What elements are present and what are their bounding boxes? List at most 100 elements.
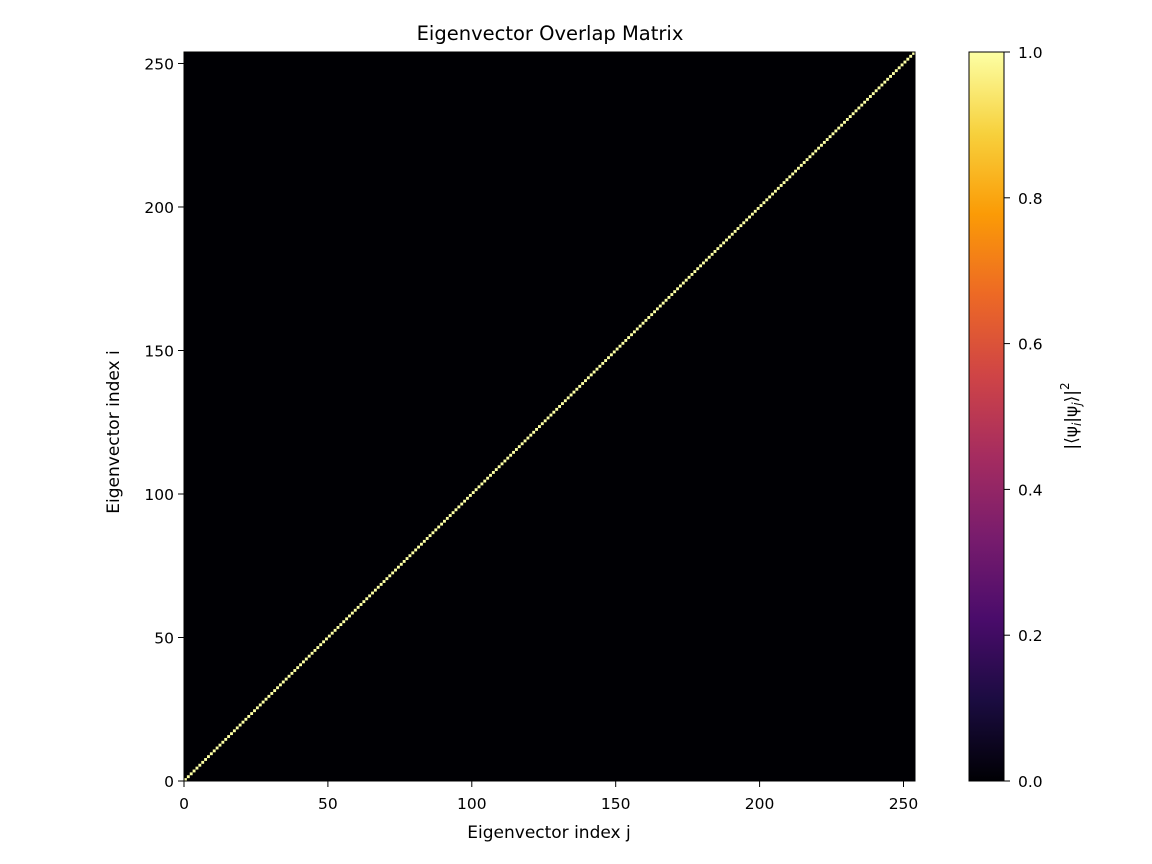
diagonal-cell <box>707 255 711 259</box>
diagonal-cell <box>866 97 869 101</box>
diagonal-cell <box>785 178 789 182</box>
diagonal-cell <box>532 430 536 434</box>
diagonal-cell <box>402 560 406 563</box>
diagonal-cell <box>313 648 317 652</box>
colorbar-label-part: |ψ <box>1062 406 1082 423</box>
diagonal-cell <box>566 396 570 400</box>
diagonal-cell <box>912 52 915 55</box>
diagonal-cell <box>684 278 688 282</box>
diagonal-cell <box>302 660 305 664</box>
diagonal-cell <box>713 250 717 253</box>
diagonal-cell <box>330 631 334 635</box>
diagonal-cell <box>857 106 861 110</box>
diagonal-cell <box>500 462 504 466</box>
diagonal-cell <box>468 493 472 497</box>
diagonal-cell <box>477 485 481 489</box>
diagonal-cell <box>290 671 294 675</box>
diagonal-cell <box>359 603 363 606</box>
diagonal-cell <box>834 129 838 133</box>
diagonal-cell <box>339 623 343 627</box>
diagonal-cell <box>394 568 397 572</box>
diagonal-cell <box>725 238 728 242</box>
diagonal-cell <box>903 60 907 64</box>
diagonal-cell <box>463 499 467 503</box>
diagonal-cell <box>653 310 656 314</box>
chart-title: Eigenvector Overlap Matrix <box>417 22 684 45</box>
diagonal-cell <box>267 694 271 698</box>
diagonal-cell <box>388 574 392 578</box>
colorbar-tick-label: 0.4 <box>1018 481 1043 499</box>
diagonal-cell <box>750 212 754 216</box>
diagonal-cell <box>837 126 841 130</box>
diagonal-cell <box>670 293 674 296</box>
diagonal-cell <box>382 580 386 583</box>
diagonal-cell <box>204 758 208 761</box>
diagonal-cell <box>189 772 193 776</box>
diagonal-cell <box>799 163 803 167</box>
plot-frame <box>183 51 916 782</box>
colorbar-label-sub-j: j <box>1070 402 1084 408</box>
colorbar-label-part: |⟨ψ <box>1062 426 1082 450</box>
diagonal-cell <box>650 313 654 317</box>
diagonal-cell <box>607 356 610 360</box>
diagonal-cell <box>356 605 360 609</box>
diagonal-cell <box>411 551 415 555</box>
diagonal-cell <box>552 410 556 414</box>
diagonal-cell <box>877 86 881 90</box>
diagonal-cell <box>535 427 538 431</box>
diagonal-cell <box>365 597 369 601</box>
diagonal-cell <box>848 115 852 119</box>
diagonal-cell <box>373 588 377 592</box>
diagonal-cell <box>215 746 219 750</box>
diagonal-cell <box>897 66 901 70</box>
diagonal-cell <box>644 318 648 322</box>
diagonal-cell <box>517 445 521 449</box>
diagonal-cell <box>371 591 374 595</box>
colorbar-tick-label: 1.0 <box>1018 44 1043 62</box>
diagonal-cell <box>575 387 579 391</box>
diagonal-cell <box>253 709 256 713</box>
diagonal-cell <box>612 350 616 354</box>
diagonal-cell <box>609 353 613 357</box>
diagonal-cell <box>299 663 302 667</box>
diagonal-cell <box>909 54 913 58</box>
diagonal-cell <box>273 689 277 693</box>
diagonal-cell <box>385 577 389 581</box>
diagonal-cell <box>221 740 225 744</box>
diagonal-cell <box>209 752 213 756</box>
diagonal-cell <box>696 267 700 271</box>
diagonal-cell <box>310 651 314 655</box>
diagonal-cell <box>255 706 259 710</box>
x-axis-label: Eigenvector index j <box>467 823 630 843</box>
x-tick-label: 200 <box>745 795 775 813</box>
diagonal-cell <box>722 241 726 245</box>
diagonal-cell <box>480 482 484 486</box>
y-tick-label: 250 <box>144 55 174 73</box>
diagonal-cell <box>822 140 826 144</box>
diagonal-cell <box>753 209 757 213</box>
diagonal-cell <box>491 471 495 474</box>
diagonal-cell <box>664 298 668 302</box>
diagonal-cell <box>396 565 400 569</box>
diagonal-cell <box>831 132 835 136</box>
diagonal-cell <box>894 69 898 73</box>
diagonal-cell <box>437 525 441 529</box>
diagonal-cell <box>889 74 892 78</box>
diagonal-cell <box>627 336 631 340</box>
diagonal-cell <box>618 344 622 348</box>
diagonal-cell <box>235 726 239 730</box>
diagonal-cell <box>871 92 875 96</box>
diagonal-cell <box>417 545 420 549</box>
y-tick-label: 150 <box>144 342 174 360</box>
diagonal-cell <box>791 172 795 176</box>
diagonal-cell <box>555 407 559 411</box>
diagonal-cell <box>471 491 475 494</box>
diagonal-cell <box>414 548 418 552</box>
y-axis-ticks: 0 50 100 150 200 250 <box>144 55 184 791</box>
colorbar: 0.0 0.2 0.4 0.6 0.8 1.0 |⟨ψi|ψj⟩|2 <box>968 44 1084 791</box>
diagonal-cell <box>419 542 423 546</box>
diagonal-cell <box>739 224 743 228</box>
diagonal-cell <box>702 261 705 265</box>
x-tick-label: 50 <box>318 795 338 813</box>
